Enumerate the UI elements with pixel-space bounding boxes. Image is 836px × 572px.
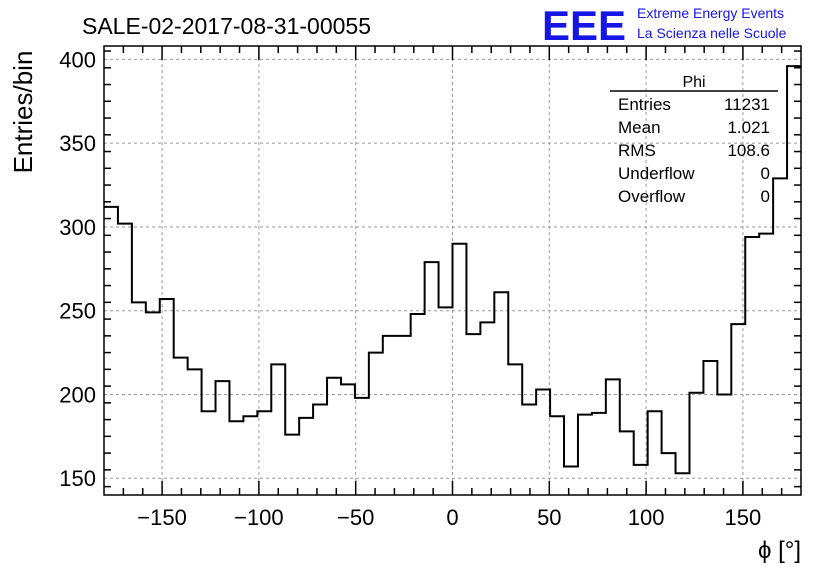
histogram-bin [369, 353, 383, 495]
stats-label: RMS [618, 141, 656, 160]
histogram-bin [216, 381, 230, 495]
eee-logo-letters: EEE [542, 2, 626, 49]
histogram-bin [494, 292, 508, 495]
histogram-bin [676, 473, 690, 495]
stats-value: 108.6 [727, 141, 770, 160]
histogram-bin [550, 416, 564, 495]
y-tick-label: 350 [59, 131, 96, 156]
histogram-bin [299, 418, 313, 495]
histogram-bin [606, 379, 620, 495]
histogram-bin [313, 405, 327, 495]
histogram-bin [202, 411, 216, 495]
histogram-bin [118, 224, 132, 495]
histogram-bin [397, 336, 411, 495]
histogram-bin [160, 299, 174, 495]
histogram-bin [522, 405, 536, 495]
histogram-bin [592, 413, 606, 495]
histogram-bin [648, 411, 662, 495]
histogram-bin [132, 302, 146, 495]
histogram-bin [564, 467, 578, 495]
histogram-bin [229, 421, 243, 495]
histogram-bin [466, 334, 480, 495]
x-tick-label: −150 [137, 505, 187, 530]
histogram-bin [536, 389, 550, 495]
stats-label: Entries [618, 95, 671, 114]
histogram-bin [578, 415, 592, 495]
logo-line-1: Extreme Energy Events [637, 5, 784, 21]
histogram-bin [383, 336, 397, 495]
x-tick-label: 150 [725, 505, 762, 530]
y-axis-label: Entries/bin [8, 51, 38, 174]
histogram-bin [480, 322, 494, 495]
histogram-bin [745, 237, 759, 495]
stats-title: Phi [682, 74, 705, 91]
histogram-bin [327, 378, 341, 495]
y-tick-label: 200 [59, 382, 96, 407]
logo-line-2: La Scienza nelle Scuole [637, 25, 787, 41]
stats-rows: Entries 11231 Mean 1.021 RMS 108.6 Underflow 0 O… [618, 95, 770, 206]
histogram-bin [787, 66, 801, 495]
histogram-bin [508, 364, 522, 495]
histogram-bin [759, 234, 773, 495]
x-tick-label: 100 [628, 505, 665, 530]
chart-title: SALE-02-2017-08-31-00055 [82, 13, 371, 39]
histogram-bin [731, 324, 745, 495]
histogram-bin [717, 394, 731, 495]
histogram-bin [703, 361, 717, 495]
histogram-bin [662, 453, 676, 495]
stats-label: Overflow [618, 187, 686, 206]
x-axis-label: ϕ [°] [758, 537, 801, 564]
histogram-bin [285, 435, 299, 495]
histogram-bin [411, 314, 425, 495]
stats-value: 1.021 [727, 118, 770, 137]
stats-box: Phi Entries 11231 Mean 1.021 RMS 108.6 Underfl… [610, 74, 778, 206]
x-tick-label: 50 [537, 505, 561, 530]
histogram-bin [146, 312, 160, 495]
eee-logo: EEE Extreme Energy Events La Scienza nel… [542, 2, 787, 49]
histogram-bin [620, 431, 634, 495]
axis-ticks [104, 46, 801, 495]
y-tick-label: 400 [59, 47, 96, 72]
histogram-layer [104, 65, 801, 495]
histogram-bin [773, 178, 787, 495]
histogram-bin [355, 398, 369, 495]
stats-label: Mean [618, 118, 661, 137]
y-tick-label: 250 [59, 299, 96, 324]
histogram-bin [271, 364, 285, 495]
histogram-bin [425, 262, 439, 495]
grid-lines [104, 46, 801, 495]
x-tick-label: 0 [446, 505, 458, 530]
histogram-bin [188, 369, 202, 495]
histogram-bin [439, 307, 453, 495]
histogram-bin [689, 393, 703, 495]
stats-value: 11231 [724, 95, 770, 114]
histogram-bin [243, 416, 257, 495]
histogram-outline [104, 65, 801, 475]
histogram-bin [453, 244, 467, 495]
stats-value: 0 [761, 164, 770, 183]
tick-labels: −150 −100 −50 0 50 100 150 150 200 250 300 350 400 [59, 47, 761, 530]
histogram-bin [341, 384, 355, 495]
stats-value: 0 [761, 187, 770, 206]
x-tick-label: −50 [337, 505, 374, 530]
stats-label: Underflow [618, 164, 695, 183]
histogram-bin [174, 358, 188, 495]
y-tick-label: 300 [59, 215, 96, 240]
histogram-bin [104, 207, 118, 495]
x-tick-label: −100 [234, 505, 284, 530]
y-tick-label: 150 [59, 466, 96, 491]
